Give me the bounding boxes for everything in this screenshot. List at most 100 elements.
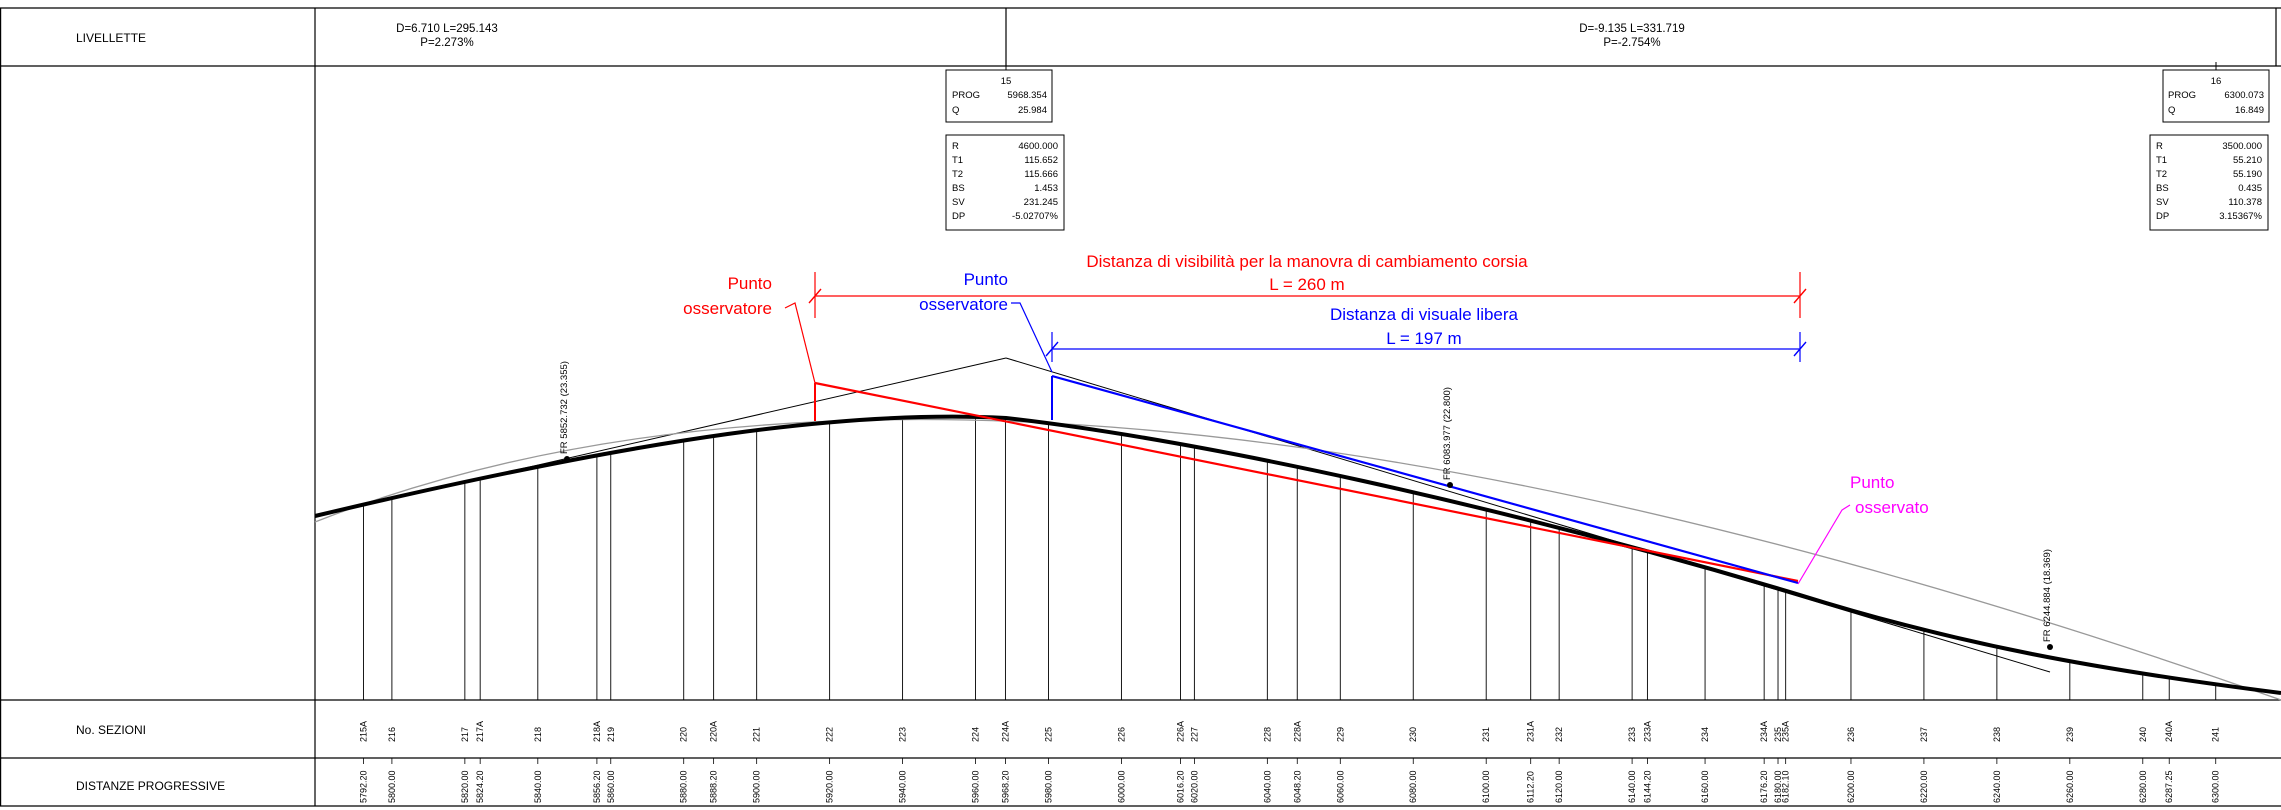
vertex-16: 16 PROG 6300.073 Q 16.849 R 3500.000 T1 55.… [2149,62,2270,231]
section-number: 220A [709,721,719,742]
param-key: R [952,141,959,152]
section-number: 217 [460,727,470,742]
section-distance: 5880.00 [679,770,689,803]
param-key: DP [952,211,965,222]
section-distance: 6182.10 [1781,770,1791,803]
section-number: 239 [2065,727,2075,742]
svg-text:Punto: Punto [728,274,772,293]
param-value: 115.652 [1024,155,1058,166]
section-number: 234 [1700,727,1710,742]
param-value: 55.190 [2233,169,2262,180]
section-distance: 6176.20 [1759,770,1769,803]
vertex-16-prog: 6300.073 [2224,90,2264,101]
param-value: 3.15367% [2219,211,2262,222]
section-number: 237 [1919,727,1929,742]
section-distance: 6260.00 [2065,770,2075,803]
param-value: -5.02707% [1012,211,1059,222]
vertex-15-number: 15 [1001,76,1012,87]
grade-2-line2: P=-2.754% [1603,37,1660,49]
svg-text:FR 6083.977 (22.800): FR 6083.977 (22.800) [1442,387,1453,480]
vertex-15-q-label: Q [952,105,959,116]
param-value: 0.435 [2238,183,2262,194]
section-distance: 5968.20 [1000,770,1010,803]
section-distance: 6060.00 [1335,770,1345,803]
section-number: 238 [1992,727,2002,742]
param-key: SV [2156,197,2169,208]
blue-sight [1011,302,1807,585]
vertex-16-prog-label: PROG [2168,90,2196,101]
section-distance: 6240.00 [1992,770,2002,803]
red-sight [784,272,1807,583]
section-number: 215A [358,721,368,742]
free-view-value: L = 197 m [1386,329,1461,348]
section-number: 218 [533,727,543,742]
grade-1: D=6.710 L=295.143 P=2.273% [396,23,498,49]
section-number: 234A [1759,721,1769,742]
fr-label-1: FR 5852.732 (23.355) [559,361,570,462]
param-key: R [2156,141,2163,152]
ground-profile [314,418,2281,701]
grade-2: D=-9.135 L=331.719 P=-2.754% [1579,23,1685,49]
vertex-16-q-label: Q [2168,105,2175,116]
row-label-distanze: DISTANZE PROGRESSIVE [76,779,225,793]
section-distance: 6080.00 [1408,770,1418,803]
section-number: 230 [1408,727,1418,742]
section-distance: 6180.00 [1773,770,1783,803]
section-distance: 5980.00 [1043,770,1053,803]
section-number: 232 [1554,727,1564,742]
section-number: 236 [1846,727,1856,742]
sight-distance-value: L = 260 m [1269,275,1344,294]
param-key: T2 [2156,169,2167,180]
param-value: 231.245 [1024,197,1058,208]
section-number: 226 [1116,727,1126,742]
grade-1-line1: D=6.710 L=295.143 [396,23,498,35]
param-value: 115.666 [1024,169,1058,180]
section-distance: 6000.00 [1116,770,1126,803]
section-number: 220 [679,727,689,742]
section-distance: 6112.20 [1526,771,1536,803]
param-value: 55.210 [2233,155,2262,166]
section-distance: 6220.00 [1919,770,1929,803]
section-number: 218A [592,721,602,742]
section-number: 233A [1642,721,1652,742]
param-key: DP [2156,211,2169,222]
design-profile [314,414,2281,695]
section-number: 235 [1773,727,1783,742]
table-frame [0,7,2281,807]
grade-2-line1: D=-9.135 L=331.719 [1579,23,1685,35]
sight-distance-label: Distanza di visibilità per la manovra di… [1086,252,1528,294]
section-distance: 5860.00 [606,770,616,803]
section-number: 224 [971,727,981,742]
vertex-15-prog-label: PROG [952,90,980,101]
section-number: 219 [606,727,616,742]
param-key: T1 [2156,155,2167,166]
free-view-title: Distanza di visuale libera [1330,305,1519,324]
svg-text:FR 5852.732 (23.355): FR 5852.732 (23.355) [559,361,570,454]
section-distance: 6020.00 [1189,770,1199,803]
section-distance: 5940.00 [898,770,908,803]
vertex-15: 15 PROG 5968.354 Q 25.984 R 4600.000 T1 115… [945,66,1065,231]
section-number: 216 [387,727,397,742]
param-value: 4600.000 [1018,141,1058,152]
svg-text:FR 6244.884 (18.369): FR 6244.884 (18.369) [2042,549,2053,642]
section-lines [362,416,2217,700]
row-label-livellette: LIVELLETTE [76,31,146,45]
fr-label-3: FR 6244.884 (18.369) [2042,549,2053,650]
svg-text:Punto: Punto [1850,473,1894,492]
section-number: 224A [1000,721,1010,742]
param-value: 110.378 [2228,197,2262,208]
vertex-16-q: 16.849 [2235,105,2264,116]
svg-text:osservatore: osservatore [683,299,772,318]
section-distance: 6300.00 [2211,770,2221,803]
section-number: 233 [1627,727,1637,742]
section-number: 221 [752,727,762,742]
section-number: 231 [1481,727,1491,742]
section-distance: 5792.20 [358,770,368,803]
vertex-16-number: 16 [2211,76,2222,87]
section-number: 240 [2138,727,2148,742]
section-number: 226A [1176,721,1186,742]
section-distance: 6140.00 [1627,770,1637,803]
param-key: BS [2156,183,2169,194]
section-distance: 6016.20 [1176,770,1186,803]
svg-text:osservato: osservato [1855,498,1929,517]
